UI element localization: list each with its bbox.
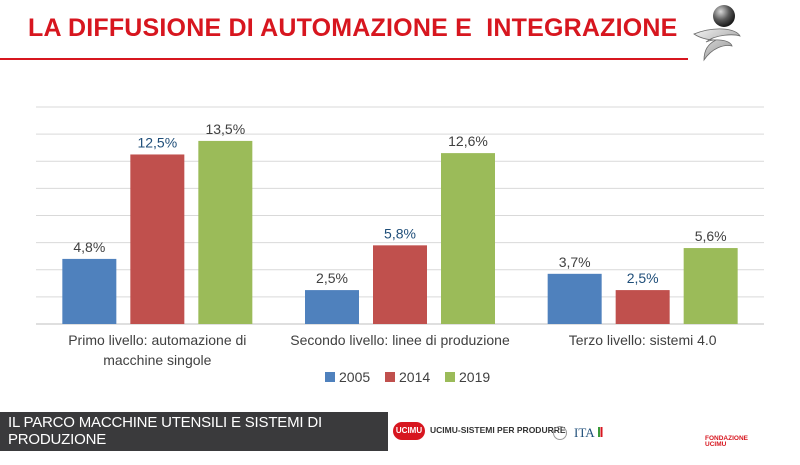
legend-label-2019: 2019 — [459, 369, 490, 385]
ita-logo-text: ITA — [574, 425, 595, 439]
bar-2019 — [198, 140, 253, 324]
data-label: 5,6% — [695, 228, 727, 244]
data-label: 4,8% — [73, 239, 105, 255]
title-divider — [0, 58, 688, 60]
government-seal-icon — [553, 426, 567, 440]
ita-logo-icon: ITA — [574, 425, 603, 439]
bar-2005 — [547, 273, 602, 324]
bar-chart: 4,8% 12,5% 13,5% Primo livello: automazione… — [36, 106, 764, 385]
data-label: 12,5% — [137, 134, 177, 150]
data-label: 3,7% — [559, 254, 591, 270]
fondazione-line-2: UCIMU — [705, 441, 727, 448]
legend-swatch-2019 — [445, 372, 455, 382]
bar-2014 — [130, 154, 185, 324]
page-title: LA DIFFUSIONE DI AUTOMAZIONE E INTEGRAZI… — [28, 14, 678, 42]
fondazione-line-1: FONDAZIONE — [705, 435, 748, 442]
category-label: Primo livello: automazione di — [68, 332, 246, 348]
data-label: 13,5% — [205, 121, 245, 137]
footer-line-1: IL PARCO MACCHINE UTENSILI E SISTEMI DI … — [8, 414, 322, 448]
ucimu-logo-icon — [693, 5, 741, 62]
legend-label-2005: 2005 — [339, 369, 370, 385]
data-label: 12,6% — [448, 133, 488, 149]
footer-title: IL PARCO MACCHINE UTENSILI E SISTEMI DI … — [8, 414, 393, 465]
bar-2005 — [305, 290, 359, 324]
bar-2019 — [683, 248, 738, 324]
bar-2019 — [441, 153, 495, 324]
data-label: 2,5% — [316, 270, 348, 286]
data-label: 2,5% — [627, 270, 659, 286]
category-label: Terzo livello: sistemi 4.0 — [569, 332, 717, 348]
legend-label-2014: 2014 — [399, 369, 430, 385]
legend-swatch-2005 — [325, 372, 335, 382]
data-label: 5,8% — [384, 225, 416, 241]
bar-2005 — [62, 258, 117, 324]
ucimu-badge-logo: UCIMU — [393, 422, 425, 440]
category-label: Secondo livello: linee di produzione — [290, 332, 510, 348]
footer-logos-area — [388, 412, 800, 451]
legend-swatch-2014 — [385, 372, 395, 382]
fondazione-ucimu-logo: FONDAZIONE UCIMU — [705, 435, 755, 448]
category-label: macchine singole — [103, 352, 211, 368]
bar-2014 — [373, 245, 427, 324]
ucimu-logo-text: UCIMU-SISTEMI PER PRODURRE — [430, 425, 566, 435]
bar-2014 — [615, 290, 670, 324]
